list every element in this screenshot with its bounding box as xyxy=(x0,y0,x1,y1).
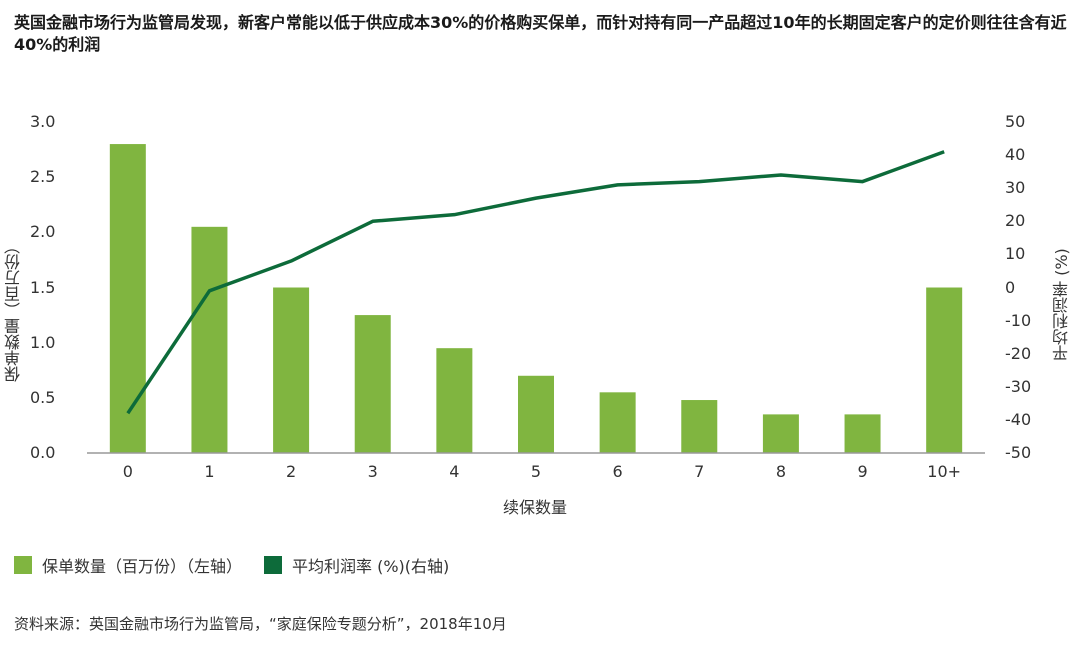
right-tick-label: -30 xyxy=(1005,376,1032,396)
bar-10+ xyxy=(926,287,963,453)
right-tick-label: 10 xyxy=(1005,244,1026,264)
legend-label-line: 平均利润率 (%)(右轴) xyxy=(292,557,450,576)
left-tick-label: 0.0 xyxy=(30,443,56,462)
legend: 保单数量（百万份）（左轴） 平均利润率 (%)(右轴) xyxy=(14,553,463,577)
right-tick-label: 20 xyxy=(1005,211,1026,231)
profit-margin-line xyxy=(126,150,945,415)
x-tick-label: 5 xyxy=(530,462,542,481)
legend-item-bar: 保单数量（百万份）（左轴） xyxy=(14,553,242,577)
left-tick-label: 1.5 xyxy=(30,277,56,297)
legend-swatch-bar xyxy=(14,556,32,574)
x-tick-label: 7 xyxy=(694,462,705,481)
left-tick-label: 2.5 xyxy=(30,167,56,187)
bar-8 xyxy=(762,414,799,453)
right-tick-label: -10 xyxy=(1005,310,1032,330)
left-tick-label: 2.0 xyxy=(30,222,56,242)
chart-title: 英国金融市场行为监管局发现，新客户常能以低于供应成本30%的价格购买保单，而针对… xyxy=(14,13,1067,54)
bar-3 xyxy=(354,315,391,453)
x-axis-title: 续保数量 xyxy=(502,498,567,517)
right-axis-title: 平均利润率 (%) xyxy=(1052,248,1071,362)
bar-2 xyxy=(273,287,310,453)
left-tick-label: 0.5 xyxy=(30,387,56,407)
right-tick-label: -40 xyxy=(1005,409,1032,429)
legend-label-bar: 保单数量（百万份）（左轴） xyxy=(42,557,243,576)
x-tick-label: 9 xyxy=(857,462,868,481)
bar-9 xyxy=(844,414,881,453)
bar-1 xyxy=(191,226,228,453)
x-tick-label: 0 xyxy=(122,462,133,481)
left-tick-label: 1.0 xyxy=(30,332,56,352)
bar-0 xyxy=(109,144,146,454)
right-tick-label: 30 xyxy=(1005,178,1026,198)
source-note: 资料来源：英国金融市场行为监管局，“家庭保险专题分析”，2018年10月 xyxy=(14,615,507,633)
bar-4 xyxy=(436,348,473,453)
bar-7 xyxy=(681,400,718,453)
x-tick-label: 2 xyxy=(285,462,297,481)
x-tick-label: 8 xyxy=(775,462,786,481)
x-tick-label: 4 xyxy=(449,462,460,481)
right-tick-label: -20 xyxy=(1005,343,1032,363)
left-axis-title: 保单数量（百万份） xyxy=(4,238,23,382)
bar-6 xyxy=(599,392,636,453)
x-tick-label: 10+ xyxy=(927,462,962,481)
legend-swatch-line xyxy=(264,556,283,574)
x-tick-label: 3 xyxy=(367,462,378,481)
right-tick-label: 50 xyxy=(1005,112,1026,131)
right-tick-label: 40 xyxy=(1005,145,1026,165)
right-tick-label: -50 xyxy=(1005,443,1032,462)
legend-item-line: 平均利润率 (%)(右轴) xyxy=(264,553,449,577)
right-tick-label: 0 xyxy=(1005,277,1016,297)
left-tick-label: 3.0 xyxy=(30,112,56,131)
x-tick-label: 6 xyxy=(612,462,623,481)
x-tick-label: 1 xyxy=(204,462,215,481)
bar-5 xyxy=(518,375,554,453)
